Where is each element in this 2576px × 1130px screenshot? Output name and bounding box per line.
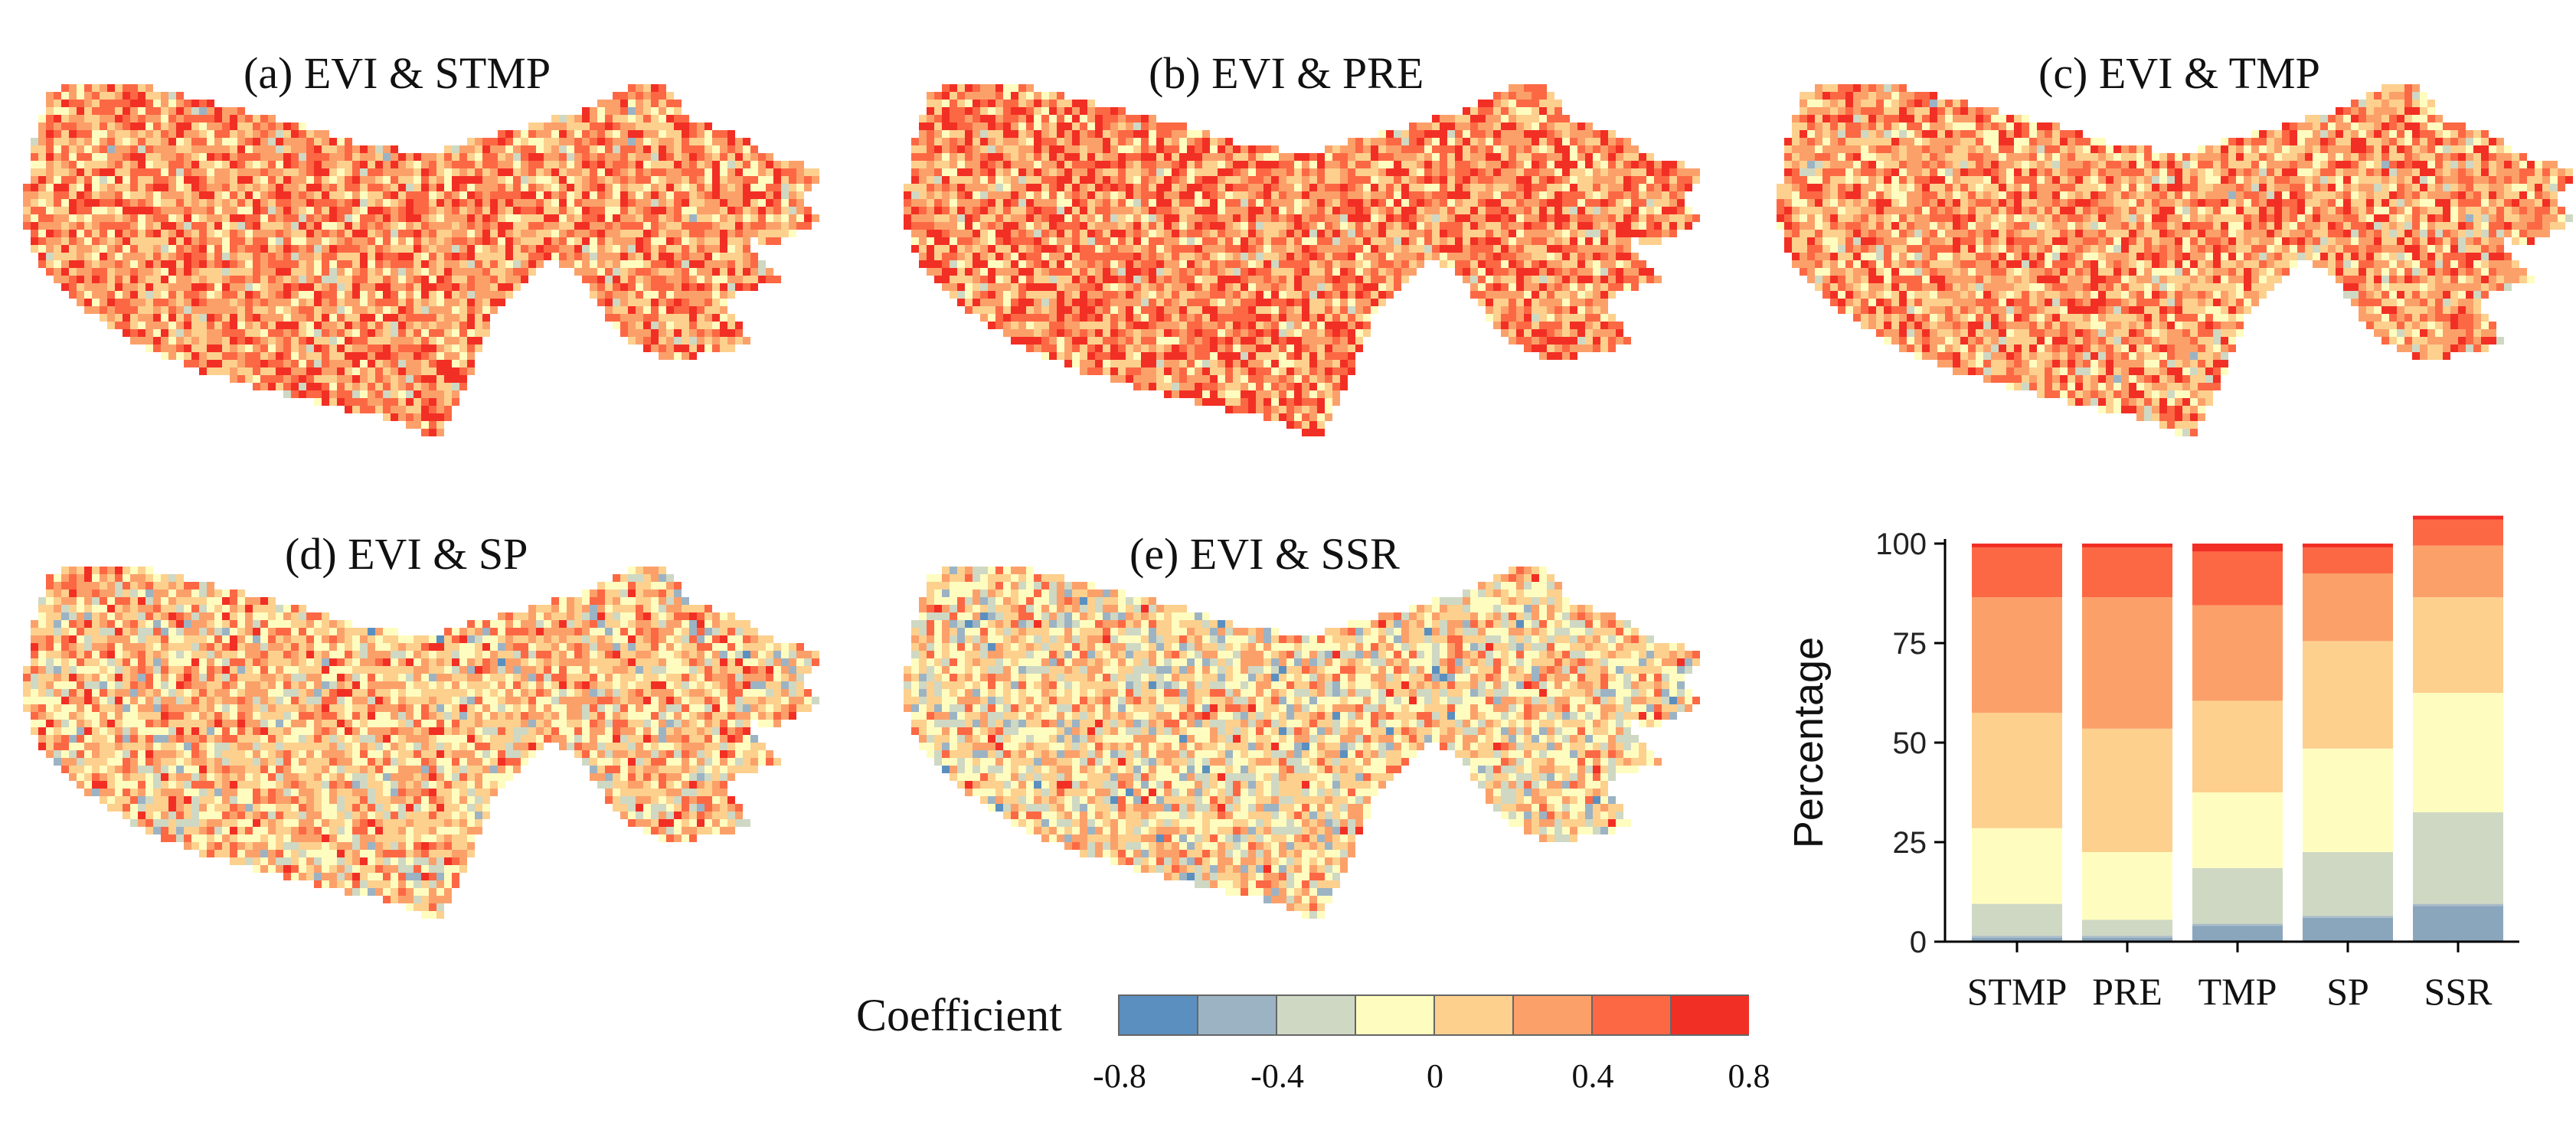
bar-segment xyxy=(2082,728,2172,852)
bar-segment xyxy=(2303,852,2393,916)
bar-segment xyxy=(2082,597,2172,729)
bar-segment xyxy=(2413,597,2503,693)
bar-segment xyxy=(2413,812,2503,904)
panel-title-c: (c) EVI & TMP xyxy=(2038,48,2320,98)
legend-tick: 0 xyxy=(1427,1057,1443,1095)
bar-segment xyxy=(2413,519,2503,546)
y-tick-label: 50 xyxy=(1893,727,1927,760)
legend-tick: -0.4 xyxy=(1250,1057,1304,1095)
panel-title-a: (a) EVI & STMP xyxy=(244,48,551,98)
bar-segment xyxy=(1972,936,2062,938)
y-tick-label: 100 xyxy=(1875,527,1927,561)
bar-segment xyxy=(2192,926,2283,942)
bar-segment xyxy=(2082,919,2172,936)
bar-segment xyxy=(2192,867,2283,924)
bar-segment xyxy=(1972,937,2062,942)
bar-segment xyxy=(2082,937,2172,942)
bar-segment xyxy=(2413,693,2503,812)
y-tick-label: 75 xyxy=(1893,627,1927,661)
bar-segment xyxy=(1972,828,2062,904)
bar-segment xyxy=(2192,701,2283,792)
bar-segment xyxy=(1972,903,2062,936)
bar-segment xyxy=(2082,544,2172,548)
bar-segment xyxy=(2413,515,2503,520)
bar-segment xyxy=(2413,906,2503,942)
legend-swatch xyxy=(1512,994,1593,1036)
bar-segment xyxy=(2303,641,2393,749)
bar-segment xyxy=(2192,605,2283,701)
legend-swatch xyxy=(1118,994,1198,1036)
x-tick-label: TMP xyxy=(2198,970,2277,1013)
legend-swatch xyxy=(1433,994,1514,1036)
bar-segment xyxy=(2413,903,2503,906)
bar-segment xyxy=(2303,748,2393,852)
percentage-bar-chart: STMP PRE TMP SP SSR 0 25 50 75 100 Percentage xyxy=(1786,515,2519,1013)
map-evi-stmp xyxy=(23,84,819,436)
bar-segment xyxy=(1972,713,2062,828)
bar-segment xyxy=(2303,573,2393,642)
map-evi-pre xyxy=(904,84,1700,436)
bar-segment xyxy=(2192,544,2283,552)
legend-title: Coefficient xyxy=(856,990,1062,1040)
panel-title-d: (d) EVI & SP xyxy=(285,529,528,579)
map-evi-sp xyxy=(23,567,819,919)
bar-segment xyxy=(2082,547,2172,598)
bar-segment xyxy=(1972,547,2062,598)
bar-segment xyxy=(2303,917,2393,942)
bar-segment xyxy=(2303,547,2393,573)
bar-segment xyxy=(2192,923,2283,926)
y-tick-label: 0 xyxy=(1910,926,1927,959)
bar-segment xyxy=(2192,792,2283,868)
legend-swatch xyxy=(1197,994,1277,1036)
bar-segment xyxy=(2413,545,2503,598)
x-tick-label: SSR xyxy=(2424,970,2493,1013)
panel-title-e: (e) EVI & SSR xyxy=(1129,529,1400,579)
bar-segment xyxy=(2082,852,2172,920)
bar-segment xyxy=(1972,597,2062,713)
legend-swatch xyxy=(1355,994,1435,1036)
legend-tick: 0.4 xyxy=(1571,1057,1614,1095)
legend-tick: 0.8 xyxy=(1728,1057,1770,1095)
legend-swatch xyxy=(1670,994,1749,1036)
x-tick-label: STMP xyxy=(1967,970,2068,1013)
color-legend-bar xyxy=(1118,994,1749,1036)
bar-segment xyxy=(2303,916,2393,918)
legend-tick: -0.8 xyxy=(1093,1057,1146,1095)
map-evi-ssr xyxy=(904,567,1700,919)
y-axis-label: Percentage xyxy=(1786,637,1832,848)
legend-swatch xyxy=(1276,994,1356,1036)
panel-title-b: (b) EVI & PRE xyxy=(1149,48,1424,98)
y-tick-label: 25 xyxy=(1893,826,1927,860)
x-tick-label: SP xyxy=(2326,970,2369,1013)
bar-segment xyxy=(2303,544,2393,548)
x-tick-label: PRE xyxy=(2092,970,2162,1013)
map-evi-tmp xyxy=(1777,84,2573,436)
bar-segment xyxy=(2082,936,2172,938)
bar-segment xyxy=(1972,544,2062,548)
legend-swatch xyxy=(1591,994,1672,1036)
bar-segment xyxy=(2192,551,2283,606)
